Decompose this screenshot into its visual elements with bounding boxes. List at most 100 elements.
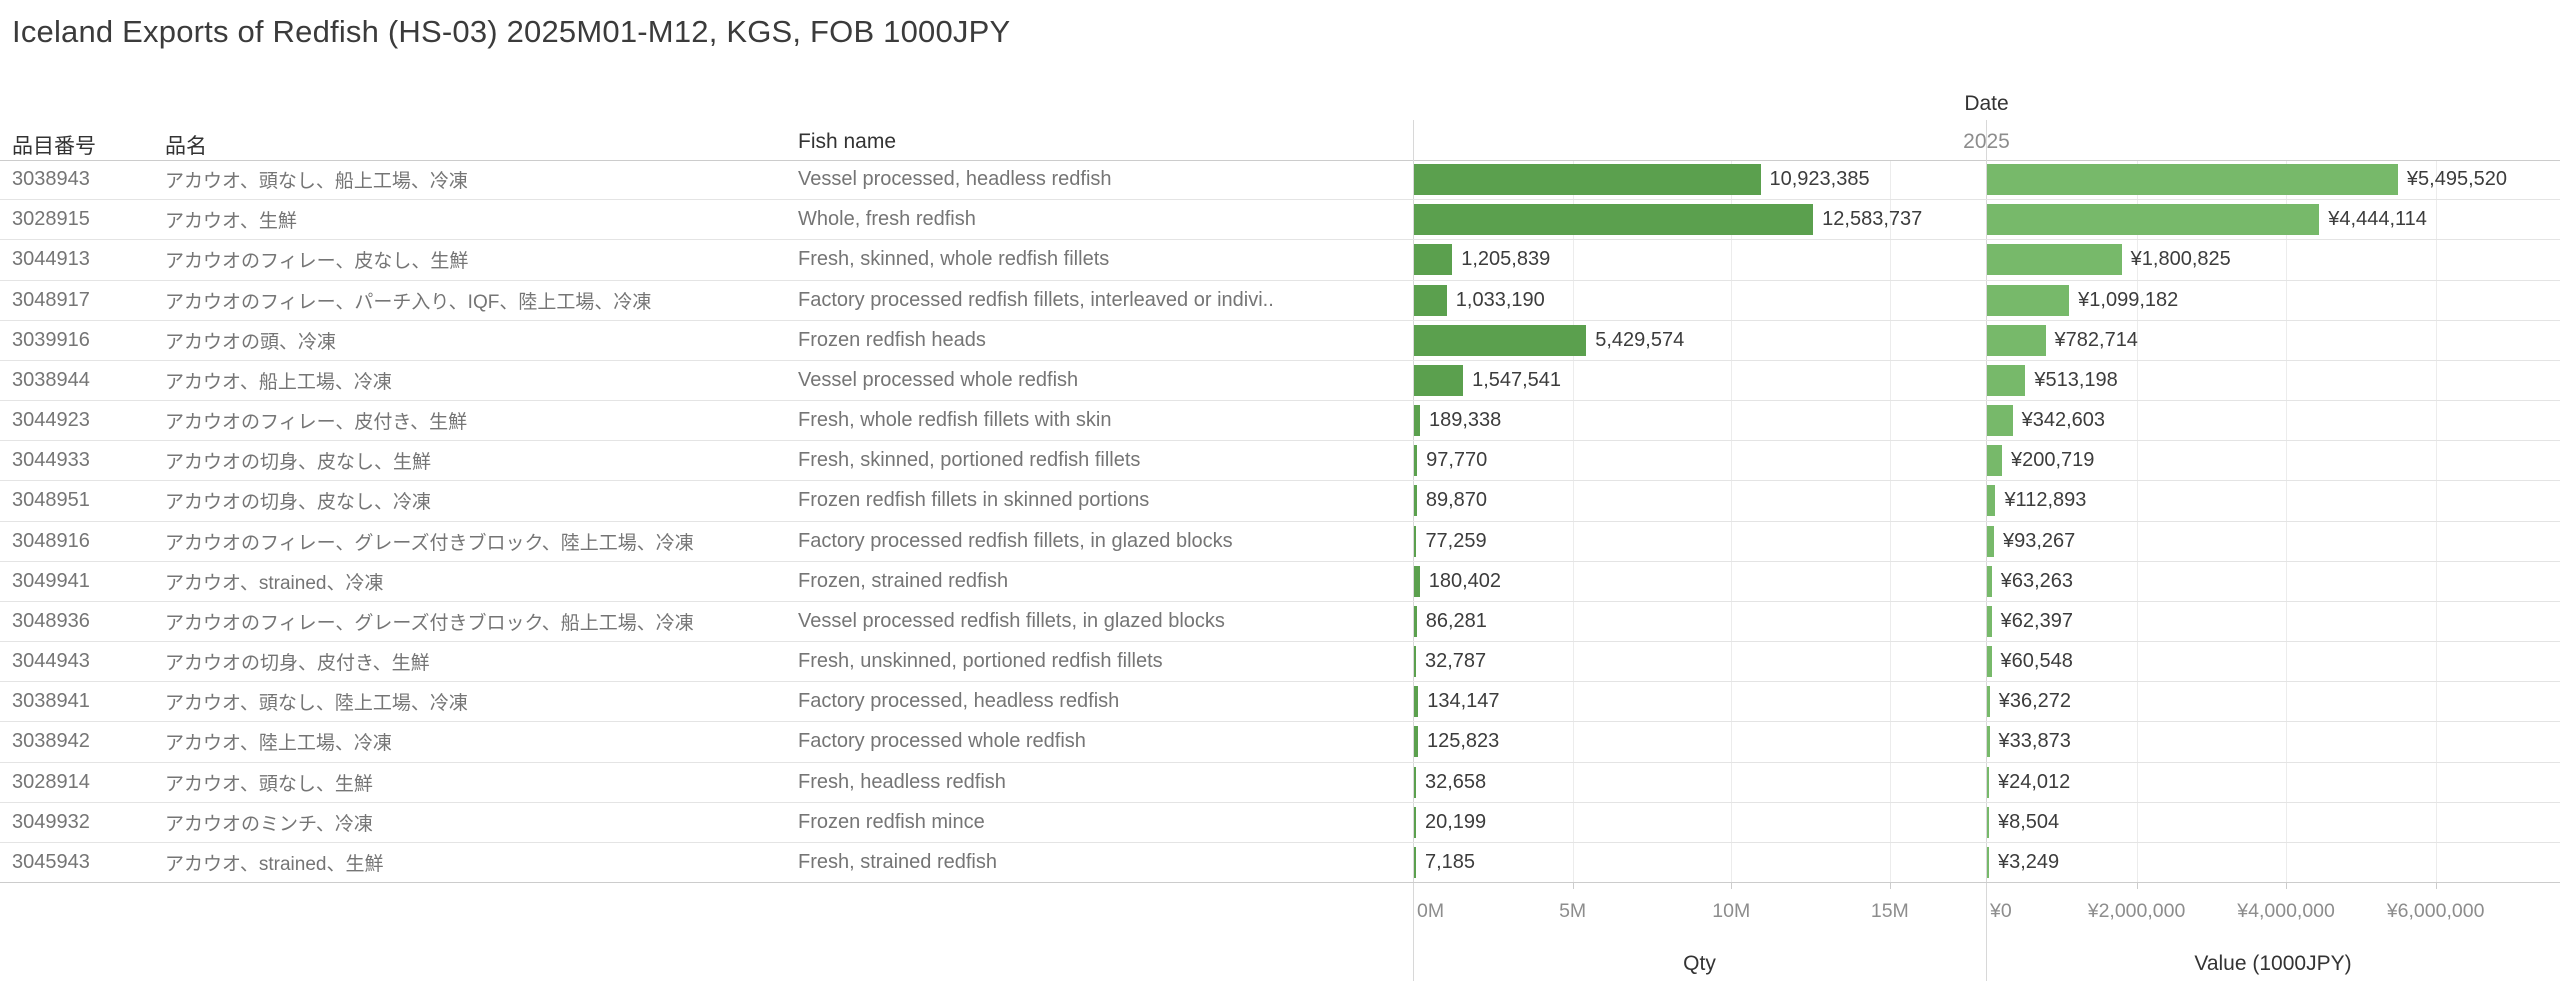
qty-cell: 189,338 (1414, 401, 1985, 440)
qty-bar[interactable] (1414, 847, 1416, 878)
value-bar[interactable] (1987, 485, 1996, 517)
qty-bar[interactable] (1414, 766, 1416, 798)
header-divider-line (0, 160, 2560, 161)
value-bar[interactable] (1987, 646, 1992, 678)
item-code: 3038941 (12, 690, 90, 713)
qty-cell: 1,205,839 (1414, 240, 1985, 279)
item-code: 3028914 (12, 770, 90, 793)
value-value-label: ¥5,495,520 (2406, 168, 2508, 191)
value-bar[interactable] (1987, 525, 1994, 557)
value-bar[interactable] (1987, 847, 1989, 878)
qty-bar[interactable] (1414, 806, 1416, 838)
table-row: 3038941 アカウオ、頭なし、陸上工場、冷凍 Factory processed… (0, 682, 2560, 723)
qty-bar[interactable] (1414, 324, 1587, 356)
value-value-label: ¥513,198 (2034, 368, 2118, 391)
qty-value-label: 89,870 (1425, 489, 1488, 512)
qty-bar[interactable] (1414, 204, 1814, 236)
qty-value-label: 1,033,190 (1455, 288, 1545, 311)
value-bar[interactable] (1987, 806, 1989, 838)
value-bar[interactable] (1987, 324, 2046, 356)
fish-name: Factory processed redfish fillets, inter… (798, 288, 1274, 311)
value-cell: ¥24,012 (1987, 763, 2559, 802)
value-axis-tick-label: ¥0 (1990, 900, 2012, 922)
qty-bar[interactable] (1414, 565, 1420, 597)
value-cell: ¥60,548 (1987, 642, 2559, 681)
table-row: 3049932 アカウオのミンチ、冷凍 Frozen redfish mince 20… (0, 803, 2560, 843)
qty-bar[interactable] (1414, 284, 1447, 316)
value-tick-mark (2136, 882, 2138, 889)
qty-value-label: 189,338 (1429, 409, 1502, 432)
table-row: 3038943 アカウオ、頭なし、船上工場、冷凍 Vessel processed,… (0, 160, 2560, 201)
qty-axis-tick-label: 15M (1870, 900, 1909, 922)
qty-value-label: 5,429,574 (1595, 328, 1685, 351)
table-row: 3028914 アカウオ、頭なし、生鮮 Fresh, headless redfis… (0, 763, 2560, 803)
value-bar[interactable] (1987, 364, 2026, 396)
column-header-fish-name[interactable]: Fish name (798, 130, 897, 153)
qty-cell: 1,547,541 (1414, 361, 1985, 400)
qty-value-label: 32,787 (1424, 650, 1487, 673)
qty-bar[interactable] (1414, 405, 1420, 437)
qty-bar[interactable] (1414, 244, 1453, 276)
qty-bar[interactable] (1414, 485, 1417, 517)
item-code: 3038944 (12, 368, 90, 391)
qty-axis-tick-label: 5M (1559, 900, 1587, 922)
fish-name: Frozen redfish fillets in skinned portio… (798, 489, 1150, 512)
value-bar[interactable] (1987, 565, 1992, 597)
qty-value-label: 10,923,385 (1769, 168, 1870, 191)
value-cell: ¥5,495,520 (1987, 160, 2559, 199)
item-name-jp: アカウオのフィレー、皮付き、生鮮 (165, 412, 468, 434)
column-header-item-code[interactable]: 品目番号 (12, 135, 96, 158)
value-bar[interactable] (1987, 164, 2398, 196)
value-bar[interactable] (1987, 244, 2122, 276)
qty-bar[interactable] (1414, 605, 1417, 637)
value-value-label: ¥1,800,825 (2130, 248, 2231, 271)
value-cell: ¥3,249 (1987, 843, 2559, 882)
value-bar[interactable] (1987, 686, 1990, 718)
qty-bar[interactable] (1414, 726, 1418, 758)
value-value-label: ¥1,099,182 (2078, 288, 2179, 311)
table-row: 3048916 アカウオのフィレー、グレーズ付きブロック、陸上工場、冷凍 Facto… (0, 522, 2560, 562)
fish-name: Factory processed redfish fillets, in gl… (798, 529, 1233, 552)
item-name-jp: アカウオ、陸上工場、冷凍 (165, 733, 392, 755)
qty-bar[interactable] (1414, 525, 1417, 557)
value-tick-mark (2435, 882, 2437, 889)
value-value-label: ¥8,504 (1998, 810, 2060, 833)
value-bar[interactable] (1987, 445, 2002, 477)
qty-axis-title: Qty (1683, 952, 1716, 975)
value-axis-title: Value (1000JPY) (2194, 952, 2352, 975)
qty-cell: 89,870 (1414, 481, 1985, 520)
qty-bar[interactable] (1414, 445, 1418, 477)
value-value-label: ¥112,893 (2004, 489, 2087, 512)
fish-name: Fresh, skinned, whole redfish fillets (798, 248, 1110, 271)
qty-cell: 180,402 (1414, 562, 1985, 601)
value-bar[interactable] (1987, 405, 2013, 437)
qty-bar[interactable] (1414, 646, 1416, 678)
value-bar[interactable] (1987, 204, 2320, 236)
value-bar[interactable] (1987, 605, 1992, 637)
item-name-jp: アカウオ、strained、冷凍 (165, 572, 384, 594)
qty-bar[interactable] (1414, 364, 1464, 396)
value-value-label: ¥3,249 (1998, 851, 2060, 873)
item-name-jp: アカウオの頭、冷凍 (165, 331, 337, 353)
item-name-jp: アカウオ、頭なし、生鮮 (165, 773, 373, 795)
data-rows-container: 3038943 アカウオ、頭なし、船上工場、冷凍 Vessel processed,… (0, 160, 2560, 882)
fish-name: Fresh, unskinned, portioned redfish fill… (798, 650, 1163, 673)
item-name-jp: アカウオ、頭なし、船上工場、冷凍 (165, 171, 468, 193)
value-value-label: ¥342,603 (2021, 409, 2106, 432)
qty-value-label: 1,547,541 (1472, 368, 1562, 391)
table-row: 3038944 アカウオ、船上工場、冷凍 Vessel processed whol… (0, 361, 2560, 402)
value-bar[interactable] (1987, 726, 1990, 758)
fish-name: Fresh, strained redfish (798, 851, 997, 873)
date-column-header[interactable]: Date (1964, 92, 2009, 115)
fish-name: Factory processed, headless redfish (798, 690, 1120, 713)
qty-value-label: 180,402 (1428, 569, 1502, 592)
qty-bar[interactable] (1414, 686, 1419, 718)
column-header-item-name[interactable]: 品名 (165, 135, 207, 158)
value-bar[interactable] (1987, 766, 1989, 798)
qty-value-label: 1,205,839 (1461, 248, 1551, 271)
qty-bar[interactable] (1414, 164, 1761, 196)
item-code: 3028915 (12, 208, 90, 231)
value-bar[interactable] (1987, 284, 2070, 316)
value-value-label: ¥4,444,114 (2328, 208, 2427, 231)
value-cell: ¥4,444,114 (1987, 200, 2559, 239)
